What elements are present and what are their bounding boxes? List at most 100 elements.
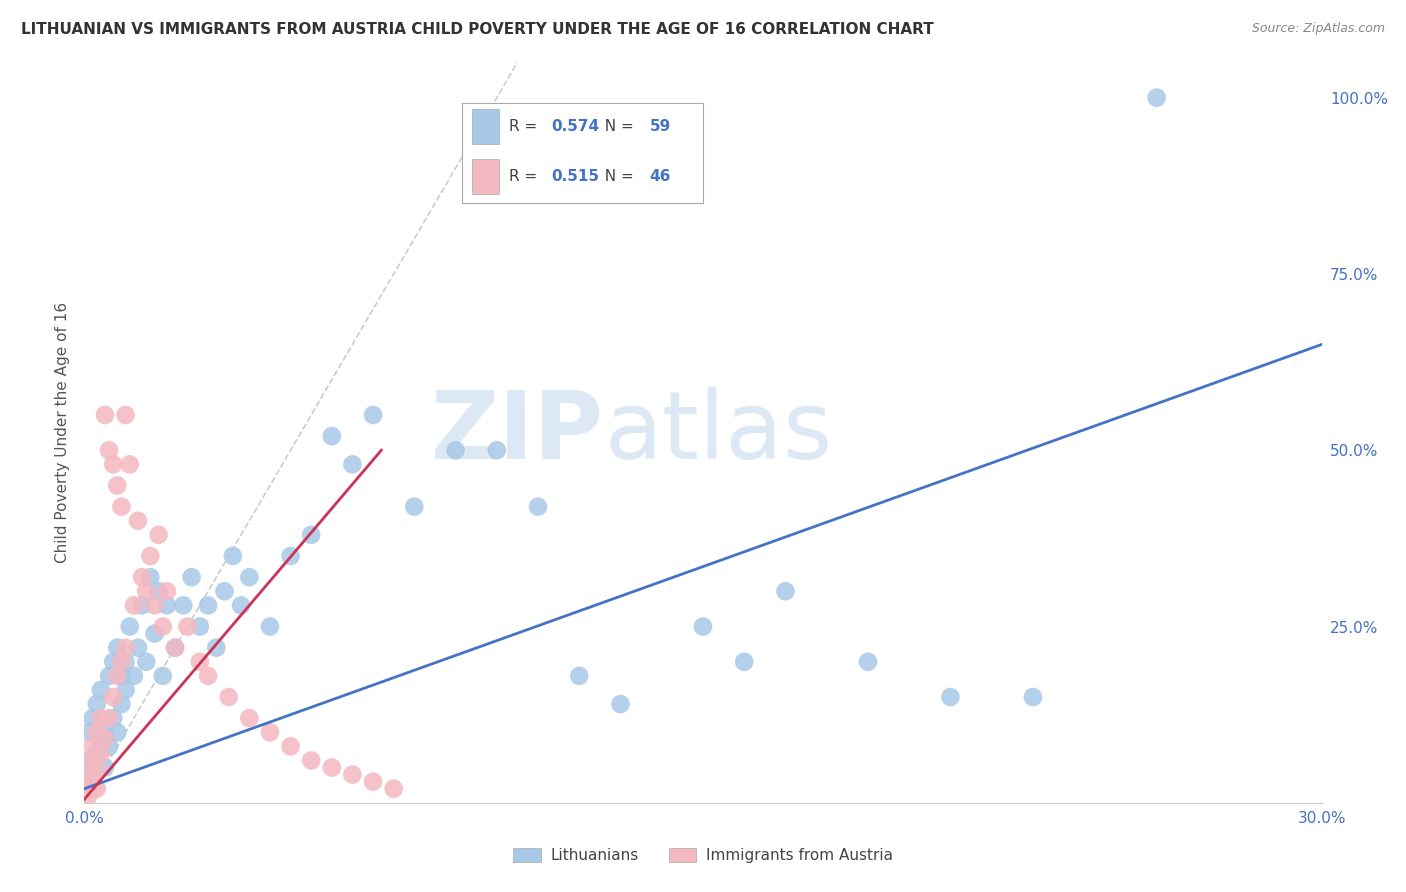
Point [485, 443, 508, 458]
Point [103, 458, 125, 472]
Point [82, 711, 104, 725]
Point [214, 584, 236, 599]
Point [82, 739, 104, 754]
Point [527, 500, 550, 514]
Point [118, 458, 141, 472]
Point [361, 408, 384, 422]
Point [180, 570, 202, 584]
Point [299, 528, 322, 542]
Point [86, 725, 108, 739]
Point [176, 619, 198, 633]
Y-axis label: Child Poverty Under the Age of 16: Child Poverty Under the Age of 16 [55, 302, 70, 563]
Point [321, 429, 343, 443]
Text: 0.574: 0.574 [551, 120, 599, 134]
Point [361, 774, 384, 789]
Text: R =: R = [509, 120, 541, 134]
Point [131, 599, 153, 613]
Point [188, 619, 211, 633]
Point [205, 640, 228, 655]
Point [90, 683, 112, 698]
Point [86, 781, 108, 796]
Point [103, 655, 125, 669]
Point [139, 570, 162, 584]
Point [127, 640, 149, 655]
Point [218, 690, 240, 704]
Point [82, 781, 104, 796]
Point [156, 584, 179, 599]
FancyBboxPatch shape [461, 103, 703, 203]
Point [90, 747, 112, 761]
Point [856, 655, 879, 669]
Point [77, 725, 100, 739]
Point [98, 443, 121, 458]
Point [172, 599, 194, 613]
Point [77, 774, 100, 789]
Point [135, 584, 157, 599]
Point [259, 725, 281, 739]
Text: 0.515: 0.515 [551, 169, 599, 184]
Point [86, 747, 108, 761]
Point [148, 584, 170, 599]
Point [342, 767, 364, 781]
Point [82, 760, 104, 774]
Point [152, 669, 174, 683]
Point [77, 754, 100, 768]
Point [775, 584, 797, 599]
Text: ZIP: ZIP [432, 386, 605, 479]
Text: 59: 59 [650, 120, 671, 134]
Text: 46: 46 [650, 169, 671, 184]
Point [105, 669, 128, 683]
Point [733, 655, 755, 669]
Point [342, 458, 364, 472]
Point [404, 500, 426, 514]
Point [105, 478, 128, 492]
Point [118, 619, 141, 633]
Point [382, 781, 405, 796]
Point [103, 690, 125, 704]
Point [114, 655, 136, 669]
Point [280, 549, 302, 563]
Point [90, 711, 112, 725]
Point [197, 669, 219, 683]
Point [939, 690, 962, 704]
Point [152, 619, 174, 633]
Point [135, 655, 157, 669]
Point [131, 570, 153, 584]
Point [114, 683, 136, 698]
Point [1022, 690, 1045, 704]
Point [86, 760, 108, 774]
Point [110, 500, 132, 514]
Text: R =: R = [509, 169, 541, 184]
Point [98, 669, 121, 683]
Point [114, 640, 136, 655]
Point [114, 408, 136, 422]
Point [444, 443, 467, 458]
Point [139, 549, 162, 563]
Point [127, 514, 149, 528]
Point [156, 599, 179, 613]
Point [105, 725, 128, 739]
Point [86, 697, 108, 711]
Point [222, 549, 245, 563]
Point [321, 760, 343, 774]
Point [238, 711, 260, 725]
Bar [471, 159, 499, 194]
Bar [471, 109, 499, 145]
Point [143, 599, 166, 613]
Text: N =: N = [595, 120, 638, 134]
Point [1146, 91, 1168, 105]
Point [94, 725, 117, 739]
Point [77, 754, 100, 768]
Point [280, 739, 302, 754]
Point [94, 408, 117, 422]
Text: N =: N = [595, 169, 638, 184]
Point [110, 655, 132, 669]
Point [299, 754, 322, 768]
Point [77, 789, 100, 803]
Text: atlas: atlas [605, 386, 832, 479]
Text: Source: ZipAtlas.com: Source: ZipAtlas.com [1251, 22, 1385, 36]
Point [122, 599, 145, 613]
Point [188, 655, 211, 669]
Point [197, 599, 219, 613]
Point [98, 739, 121, 754]
